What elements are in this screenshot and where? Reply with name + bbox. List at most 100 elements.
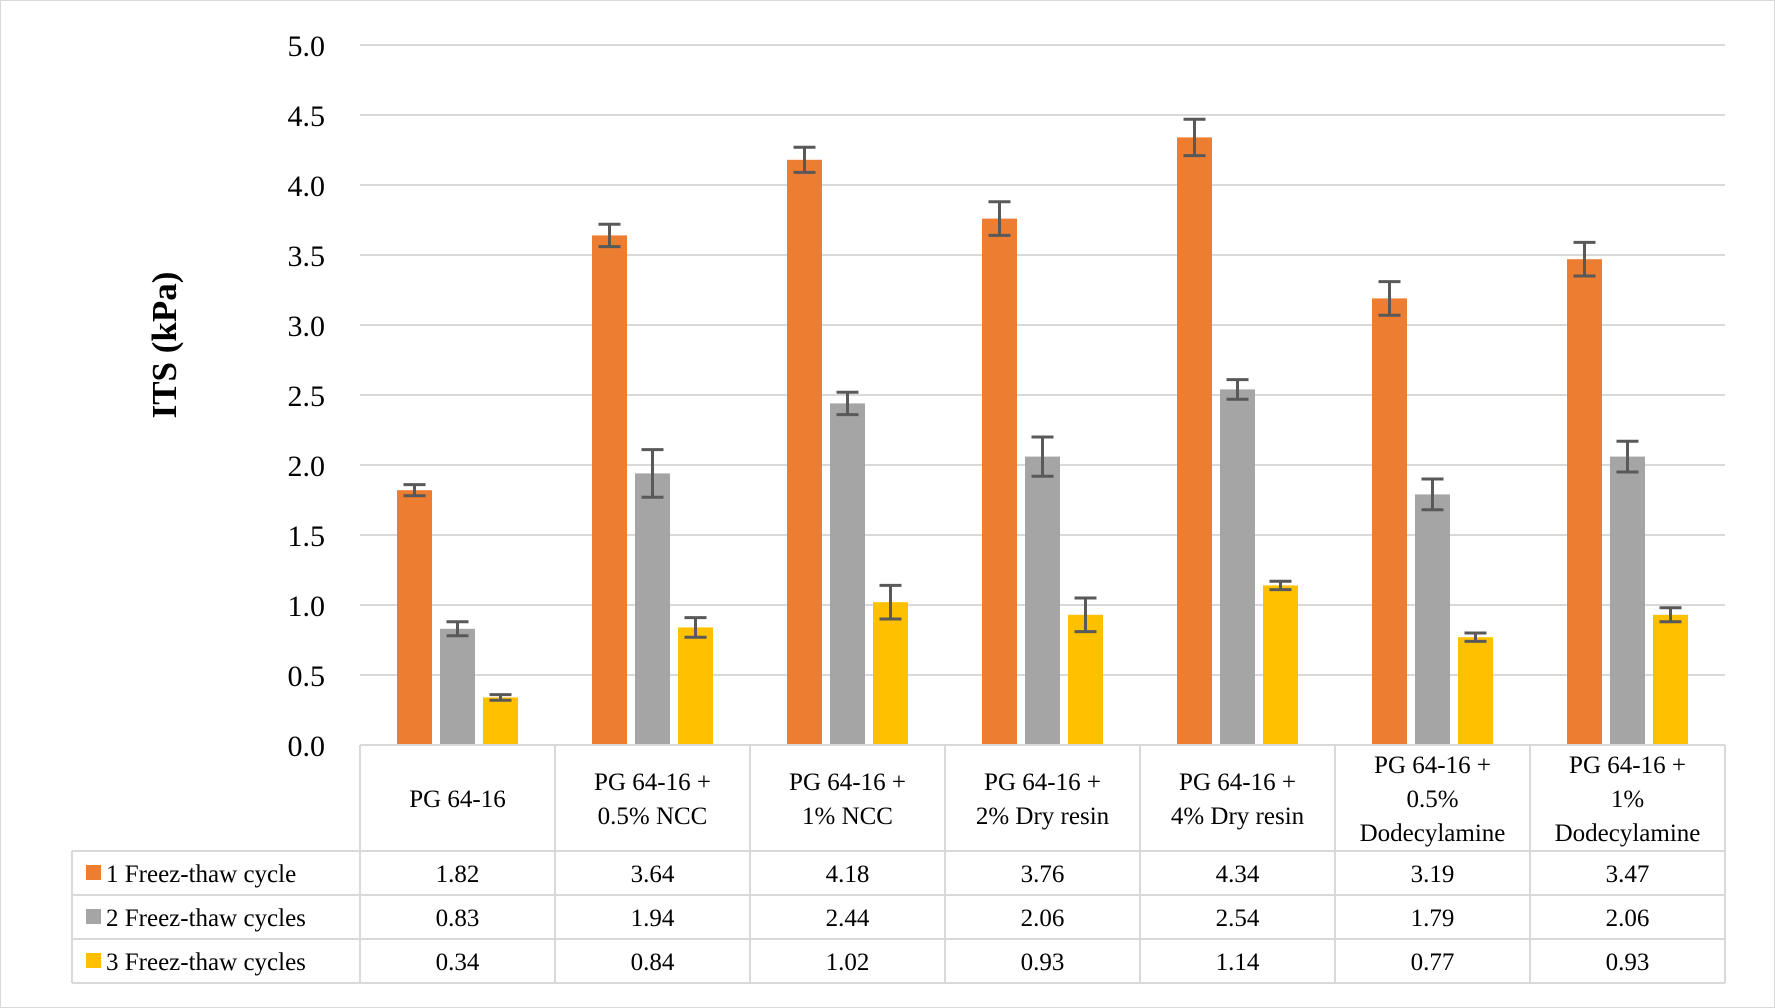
gridlines — [360, 44, 1725, 676]
category-label: PG 64-16 + — [984, 769, 1101, 796]
legend-key — [86, 865, 101, 880]
y-axis-label: ITS (kPa) — [145, 272, 184, 419]
error-bar — [489, 693, 512, 702]
error-bar — [1464, 631, 1487, 643]
data-label: 0.93 — [1606, 949, 1650, 976]
data-label: 0.34 — [436, 949, 480, 976]
data-table: PG 64-16 PG 64-16 + 0.5% NCC PG 64-16 + 1% N… — [71, 744, 1726, 984]
data-label: 3.64 — [631, 861, 675, 888]
category-label: PG 64-16 + — [789, 769, 906, 796]
bar — [787, 159, 822, 746]
y-tick-label: 1.0 — [288, 590, 326, 623]
category-label: 1% — [1611, 786, 1644, 813]
legend-key — [86, 953, 101, 968]
data-label: 2.54 — [1216, 905, 1260, 932]
error-bar — [446, 620, 469, 638]
data-label: 3.19 — [1411, 861, 1455, 888]
bar — [1610, 456, 1645, 745]
data-label: 4.34 — [1216, 861, 1260, 888]
bar — [635, 473, 670, 745]
legend-label: 3 Freez-thaw cycles — [106, 949, 306, 976]
bar — [592, 235, 627, 745]
data-label: 1.14 — [1216, 949, 1260, 976]
error-bar — [1226, 378, 1249, 401]
bar — [1567, 259, 1602, 745]
data-label: 1.79 — [1411, 905, 1455, 932]
bar — [1177, 137, 1212, 745]
error-bar — [879, 583, 902, 621]
category-label: PG 64-16 + — [1374, 752, 1491, 779]
legend-key — [86, 909, 101, 924]
data-label: 1.94 — [631, 905, 675, 932]
bar — [440, 628, 475, 745]
bar — [678, 627, 713, 745]
category-label: 2% Dry resin — [976, 803, 1110, 830]
data-label: 0.77 — [1411, 949, 1455, 976]
data-label: 1.02 — [826, 949, 870, 976]
error-bar — [1421, 477, 1444, 512]
bar — [1220, 389, 1255, 745]
error-bar — [1031, 435, 1054, 478]
error-bar — [641, 448, 664, 499]
bar — [1458, 637, 1493, 745]
bar — [873, 602, 908, 745]
data-label: 0.93 — [1021, 949, 1065, 976]
y-tick-label: 4.5 — [288, 100, 326, 133]
category-label: PG 64-16 — [409, 786, 506, 813]
category-label: PG 64-16 + — [594, 769, 711, 796]
data-label: 3.47 — [1606, 861, 1650, 888]
error-bar — [988, 200, 1011, 237]
category-label: 1% NCC — [802, 803, 893, 830]
y-tick-label: 0.5 — [288, 660, 326, 693]
bar — [1263, 585, 1298, 745]
bar — [982, 218, 1017, 746]
error-bar — [684, 616, 707, 639]
data-label: 1.82 — [436, 861, 480, 888]
error-bar — [1074, 596, 1097, 634]
y-tick-label: 1.5 — [288, 520, 326, 553]
y-tick-label: 5.0 — [288, 30, 326, 63]
error-bar — [1378, 280, 1401, 317]
error-bar — [1269, 579, 1292, 592]
bar — [1653, 614, 1688, 745]
error-bar — [1659, 606, 1682, 624]
legend-label: 2 Freez-thaw cycles — [106, 905, 306, 932]
y-tick-label: 2.0 — [288, 450, 326, 483]
category-label: PG 64-16 + — [1569, 752, 1686, 779]
category-label: 4% Dry resin — [1171, 803, 1305, 830]
category-label: Dodecylamine — [1360, 820, 1506, 847]
legend-label: 1 Freez-thaw cycle — [106, 861, 296, 888]
error-bar — [1573, 240, 1596, 278]
category-label: 0.5% — [1406, 786, 1458, 813]
data-label: 0.84 — [631, 949, 675, 976]
category-label: Dodecylamine — [1555, 820, 1701, 847]
bar — [1025, 456, 1060, 745]
y-axis-ticks: 0.0 0.5 1.0 1.5 2.0 2.5 3.0 3.5 4.0 4.5 5.0 — [288, 30, 326, 763]
error-bar — [1183, 117, 1206, 158]
error-bar — [836, 390, 859, 417]
bar — [1415, 494, 1450, 745]
error-bar — [598, 222, 621, 249]
data-label: 3.76 — [1021, 861, 1065, 888]
bar — [1068, 614, 1103, 745]
bar — [1372, 298, 1407, 745]
y-tick-label: 4.0 — [288, 170, 326, 203]
data-label: 2.44 — [826, 905, 870, 932]
error-bar — [403, 483, 426, 498]
y-tick-label: 3.5 — [288, 240, 326, 273]
data-label: 4.18 — [826, 861, 870, 888]
bars — [397, 137, 1688, 746]
error-bar — [1616, 439, 1639, 474]
y-tick-label: 0.0 — [288, 730, 326, 763]
bar — [830, 403, 865, 745]
data-label: 0.83 — [436, 905, 480, 932]
category-label: PG 64-16 + — [1179, 769, 1296, 796]
error-bars — [403, 117, 1682, 702]
bar — [483, 697, 518, 745]
y-tick-label: 3.0 — [288, 310, 326, 343]
error-bar — [793, 145, 816, 174]
bar — [397, 490, 432, 745]
category-label: 0.5% NCC — [598, 803, 708, 830]
